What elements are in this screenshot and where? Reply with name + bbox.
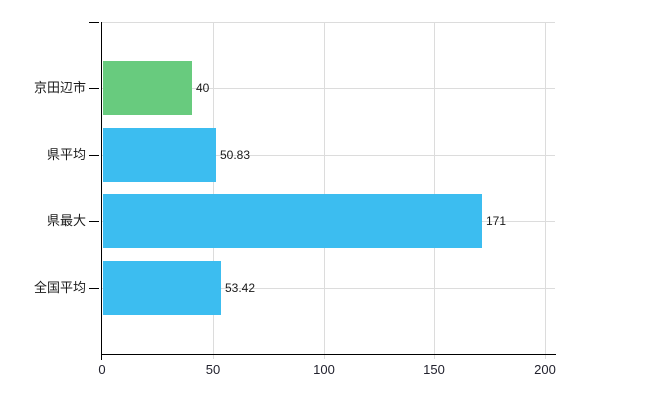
bar <box>103 61 192 115</box>
x-axis-line <box>101 354 556 355</box>
category-label: 県平均 <box>46 147 86 162</box>
x-tick-label: 150 <box>423 362 445 377</box>
gridline-horizontal <box>102 288 555 289</box>
bar-value-label: 50.83 <box>220 148 251 162</box>
bar-value-label: 171 <box>486 214 507 228</box>
x-tick-label: 0 <box>98 362 106 377</box>
y-axis-tick <box>89 22 99 23</box>
bar <box>103 128 216 182</box>
gridline-vertical <box>324 22 325 359</box>
gridline-horizontal <box>102 22 555 23</box>
y-axis-line <box>101 22 102 354</box>
x-tick-label: 50 <box>205 362 221 377</box>
y-axis-tick <box>89 155 99 156</box>
gridline-vertical <box>434 22 435 359</box>
category-label: 京田辺市 <box>33 80 86 95</box>
y-axis-tick <box>89 288 99 289</box>
bar <box>103 194 482 248</box>
bar-value-label: 53.42 <box>225 281 256 295</box>
category-label: 県最大 <box>46 213 86 228</box>
y-axis-tick <box>89 221 99 222</box>
gridline-vertical <box>213 22 214 359</box>
category-label: 全国平均 <box>33 280 86 295</box>
gridline-vertical <box>545 22 546 359</box>
bar <box>103 261 221 315</box>
gridline-horizontal <box>102 155 555 156</box>
x-tick-label: 100 <box>313 362 335 377</box>
bar-value-label: 40 <box>196 81 210 95</box>
y-axis-tick <box>89 88 99 89</box>
x-axis-tick <box>101 354 102 360</box>
x-tick-label: 200 <box>534 362 556 377</box>
gridline-horizontal <box>102 88 555 89</box>
